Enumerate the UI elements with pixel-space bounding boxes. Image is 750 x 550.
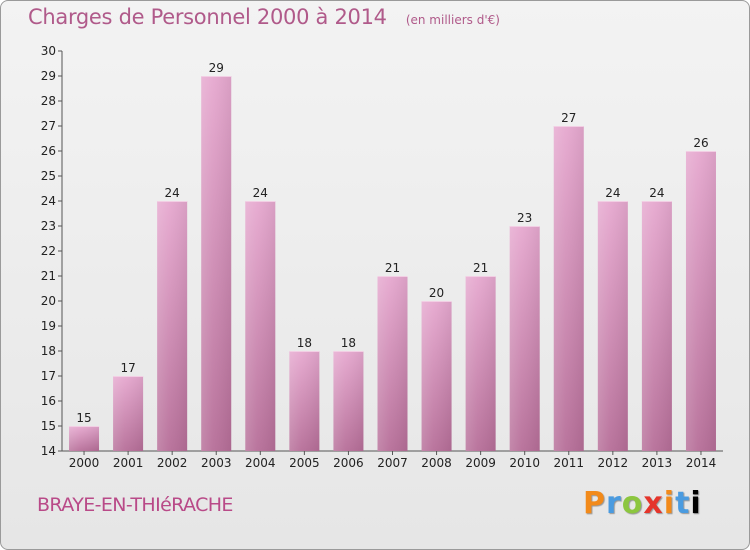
logo-letter: t <box>675 486 691 521</box>
logo-letter: i <box>663 486 676 521</box>
x-tick-label: 2014 <box>686 456 717 470</box>
y-tick-label: 17 <box>41 369 56 383</box>
chart-title: Charges de Personnel 2000 à 2014 <box>28 5 387 29</box>
x-tick-label: 2010 <box>509 456 540 470</box>
x-tick-label: 2013 <box>642 456 673 470</box>
logo-letter: x <box>643 486 664 521</box>
chart-axes: 14 15 16 17 18 19 20 21 22 23 24 25 26 27 28 29 30 2000 20… <box>41 44 723 470</box>
bar-sheen <box>333 351 364 451</box>
chart-header: Charges de Personnel 2000 à 2014 (en mil… <box>28 5 500 29</box>
bar-value-label: 24 <box>165 186 180 200</box>
x-tick-label: 2000 <box>69 456 100 470</box>
y-tick-label: 30 <box>41 44 56 58</box>
x-tick-label: 2008 <box>421 456 452 470</box>
bar-value-label: 24 <box>605 186 620 200</box>
bar-sheen <box>113 376 144 451</box>
y-tick-label: 18 <box>41 344 56 358</box>
bar-value-label: 29 <box>209 61 224 75</box>
y-tick-label: 16 <box>41 394 56 408</box>
y-tick-label: 24 <box>41 194 56 208</box>
bar-value-label: 21 <box>385 261 400 275</box>
logo-letter: r <box>606 486 622 521</box>
bar-value-label: 24 <box>253 186 268 200</box>
logo-letter: i <box>690 486 702 521</box>
bar-sheen <box>421 301 452 451</box>
bar-sheen <box>201 76 232 451</box>
bar-value-label: 27 <box>561 111 576 125</box>
x-tick-label: 2002 <box>157 456 188 470</box>
x-tick-label: 2003 <box>201 456 232 470</box>
bar-value-label: 18 <box>341 336 356 350</box>
bar-value-label: 26 <box>693 136 708 150</box>
y-tick-label: 25 <box>41 169 56 183</box>
y-tick-label: 28 <box>41 94 56 108</box>
chart-unit: (en milliers d'€) <box>405 13 500 27</box>
x-tick-label: 2005 <box>289 456 320 470</box>
y-tick-label: 20 <box>41 294 56 308</box>
x-tick-label: 2012 <box>598 456 629 470</box>
logo-letter: P <box>583 486 606 521</box>
bar-value-label: 24 <box>649 186 664 200</box>
y-tick-label: 21 <box>41 269 56 283</box>
bar-sheen <box>289 351 320 451</box>
bar-sheen <box>509 226 540 451</box>
x-tick-label: 2011 <box>553 456 584 470</box>
y-tick-label: 27 <box>41 119 56 133</box>
bar-sheen <box>157 201 188 451</box>
y-tick-label: 29 <box>41 69 56 83</box>
y-tick-label: 14 <box>41 444 56 458</box>
bar-sheen <box>377 276 408 451</box>
bar-sheen <box>641 201 672 451</box>
x-tick-label: 2007 <box>377 456 408 470</box>
bar-sheen <box>597 201 628 451</box>
commune-name: BRAYE-EN-THIéRACHE <box>37 494 233 516</box>
bar-sheen <box>685 151 716 451</box>
y-tick-label: 19 <box>41 319 56 333</box>
bar-sheen <box>465 276 496 451</box>
bar-value-label: 15 <box>76 411 91 425</box>
bar-value-label: 20 <box>429 286 444 300</box>
x-tick-label: 2009 <box>465 456 496 470</box>
chart-value-labels: 15 17 24 29 24 18 18 21 20 21 23 27 24 24 26 <box>76 61 708 425</box>
chart-bars <box>69 76 716 451</box>
y-tick-label: 22 <box>41 244 56 258</box>
proxiti-logo[interactable]: Proxiti <box>583 486 702 521</box>
bar-sheen <box>553 126 584 451</box>
x-tick-label: 2006 <box>333 456 364 470</box>
bar-sheen <box>69 426 100 451</box>
x-tick-label: 2001 <box>113 456 144 470</box>
bar-value-label: 23 <box>517 211 532 225</box>
logo-letter: o <box>621 486 644 521</box>
x-tick-label: 2004 <box>245 456 276 470</box>
y-tick-label: 15 <box>41 419 56 433</box>
bar-value-label: 17 <box>120 361 135 375</box>
bar-sheen <box>245 201 276 451</box>
bar-value-label: 21 <box>473 261 488 275</box>
y-tick-label: 23 <box>41 219 56 233</box>
bar-value-label: 18 <box>297 336 312 350</box>
y-tick-label: 26 <box>41 144 56 158</box>
